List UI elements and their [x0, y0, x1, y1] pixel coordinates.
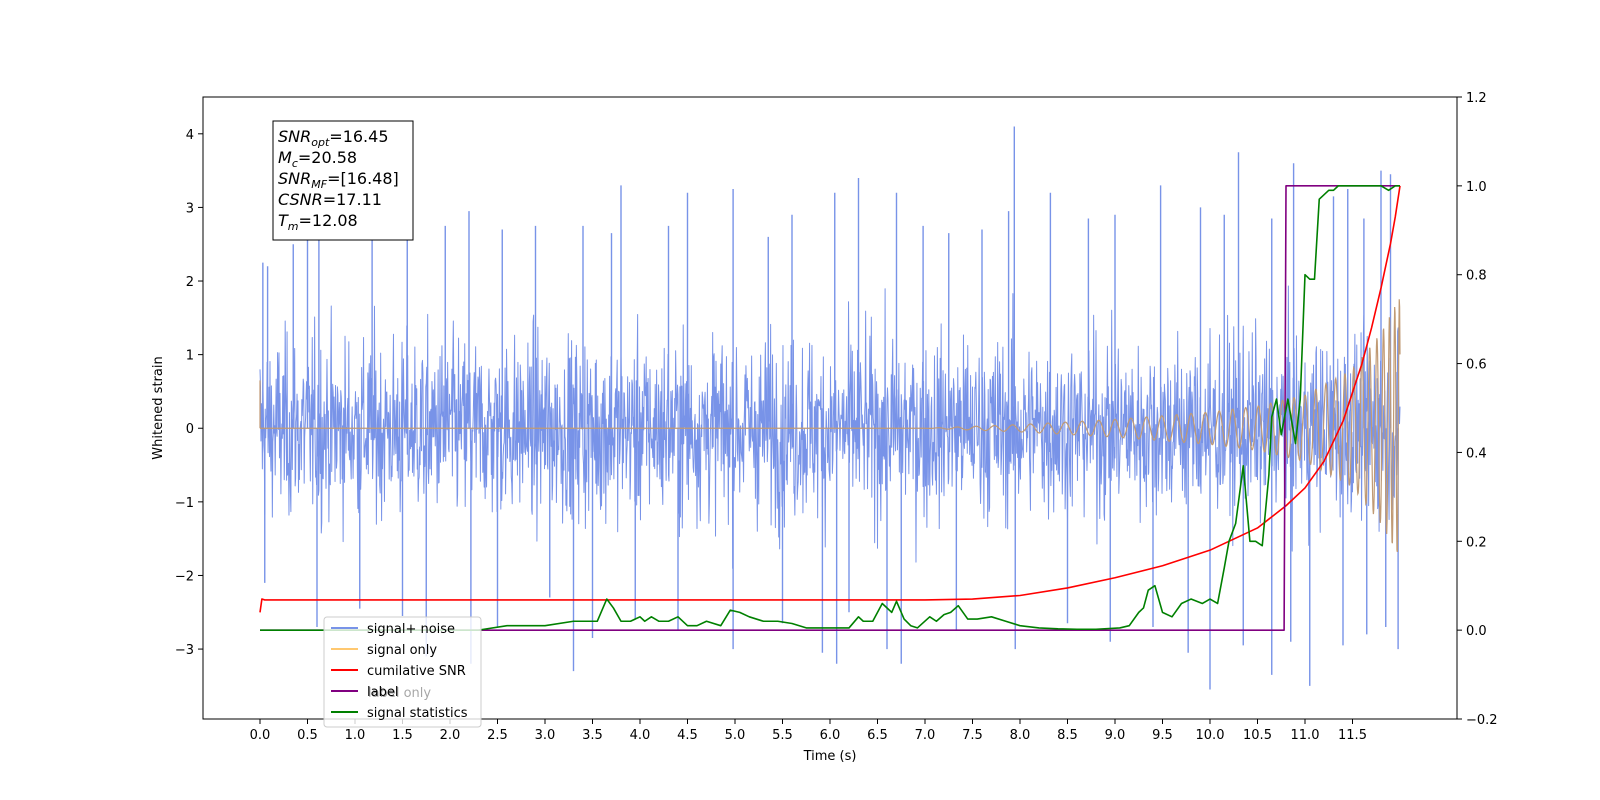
series-signal-noise-line [259, 285, 1401, 569]
x-tick-label: 6.5 [867, 728, 888, 743]
y-axis-right: −0.2 0.0 0.2 0.4 0.6 0.8 1.0 1.2 [1457, 91, 1498, 728]
x-tick-label: 4.5 [677, 728, 698, 743]
y-axis-label: Whitened strain [151, 356, 166, 459]
y-left-tick-label: −1 [175, 496, 194, 511]
y-right-tick-label: 0.4 [1466, 446, 1487, 461]
y-left-tick-label: 0 [186, 422, 194, 437]
x-tick-label: 10.5 [1243, 728, 1272, 743]
legend-entry-label: cumilative SNR [367, 664, 466, 679]
x-tick-label: 7.0 [915, 728, 936, 743]
legend-entry-label: signal+ noise [367, 622, 455, 637]
y-left-tick-label: −2 [175, 569, 194, 584]
y-right-tick-label: 0.2 [1466, 535, 1487, 550]
y-right-tick-label: 0.6 [1466, 358, 1487, 373]
x-axis-label: Time (s) [803, 749, 857, 764]
y-left-tick-label: 4 [186, 128, 194, 143]
y-right-tick-label: 0.8 [1466, 269, 1487, 284]
y-axis-left: −3 −2 −1 0 1 2 3 4 [175, 128, 203, 658]
annotation-line: Mc=20.58 [278, 148, 357, 170]
x-tick-label: 2.5 [487, 728, 508, 743]
x-tick-label: 8.0 [1010, 728, 1031, 743]
x-tick-label: 3.0 [535, 728, 556, 743]
y-left-tick-label: 2 [186, 275, 194, 290]
x-tick-label: 5.0 [725, 728, 746, 743]
x-tick-label: 9.0 [1105, 728, 1126, 743]
series-cumilative-snr-line [259, 185, 1401, 613]
x-tick-label: 10.0 [1196, 728, 1225, 743]
y-right-tick-label: 1.0 [1466, 180, 1487, 195]
annotation-frame [272, 120, 414, 241]
annotation-line: SNRopt=16.45 [278, 127, 389, 149]
annotation-box: SNRopt=16.45Mc=20.58SNRMF=[16.48]CSNR=17… [272, 120, 414, 241]
legend: label only signal+ noise signal only cumil… [323, 616, 482, 728]
x-tick-label: 11.0 [1291, 728, 1320, 743]
annotation-line: SNRMF=[16.48] [278, 169, 399, 191]
y-right-tick-label: −0.2 [1466, 713, 1498, 728]
series-signal-statistics-line [260, 185, 1400, 631]
x-tick-label: 4.0 [630, 728, 651, 743]
y-right-tick-label: 1.2 [1466, 91, 1487, 106]
series-signal-only-line [260, 299, 1401, 553]
x-tick-label: 11.5 [1338, 728, 1367, 743]
x-tick-label: 0.5 [297, 728, 318, 743]
y-left-tick-label: 1 [186, 349, 194, 364]
annotation-line: Tm=12.08 [278, 211, 358, 233]
x-axis: 0.0 0.5 1.0 1.5 2.0 2.5 3.0 3.5 4.0 4.5 5.0 5.5 6.0 6… [250, 719, 1367, 743]
y-left-tick-label: 3 [186, 201, 194, 216]
x-tick-label: 5.5 [772, 728, 793, 743]
legend-hidden-text: label only [368, 686, 431, 701]
x-tick-label: 9.5 [1152, 728, 1173, 743]
x-tick-label: 7.5 [962, 728, 983, 743]
x-tick-label: 2.0 [440, 728, 461, 743]
legend-entry-label: label [367, 685, 398, 700]
series-layer [259, 126, 1401, 690]
series-label-line [260, 185, 1400, 631]
x-tick-label: 1.0 [345, 728, 366, 743]
legend-entry-label: signal only [367, 643, 437, 658]
x-tick-label: 8.5 [1057, 728, 1078, 743]
legend-frame [323, 616, 482, 728]
x-tick-label: 0.0 [250, 728, 271, 743]
legend-entry-label: signal statistics [367, 706, 468, 721]
x-tick-label: 3.5 [582, 728, 603, 743]
y-right-tick-label: 0.0 [1466, 624, 1487, 639]
x-tick-label: 1.5 [392, 728, 413, 743]
annotation-line: CSNR=17.11 [278, 190, 382, 209]
y-left-tick-label: −3 [175, 643, 194, 658]
x-tick-label: 6.0 [820, 728, 841, 743]
